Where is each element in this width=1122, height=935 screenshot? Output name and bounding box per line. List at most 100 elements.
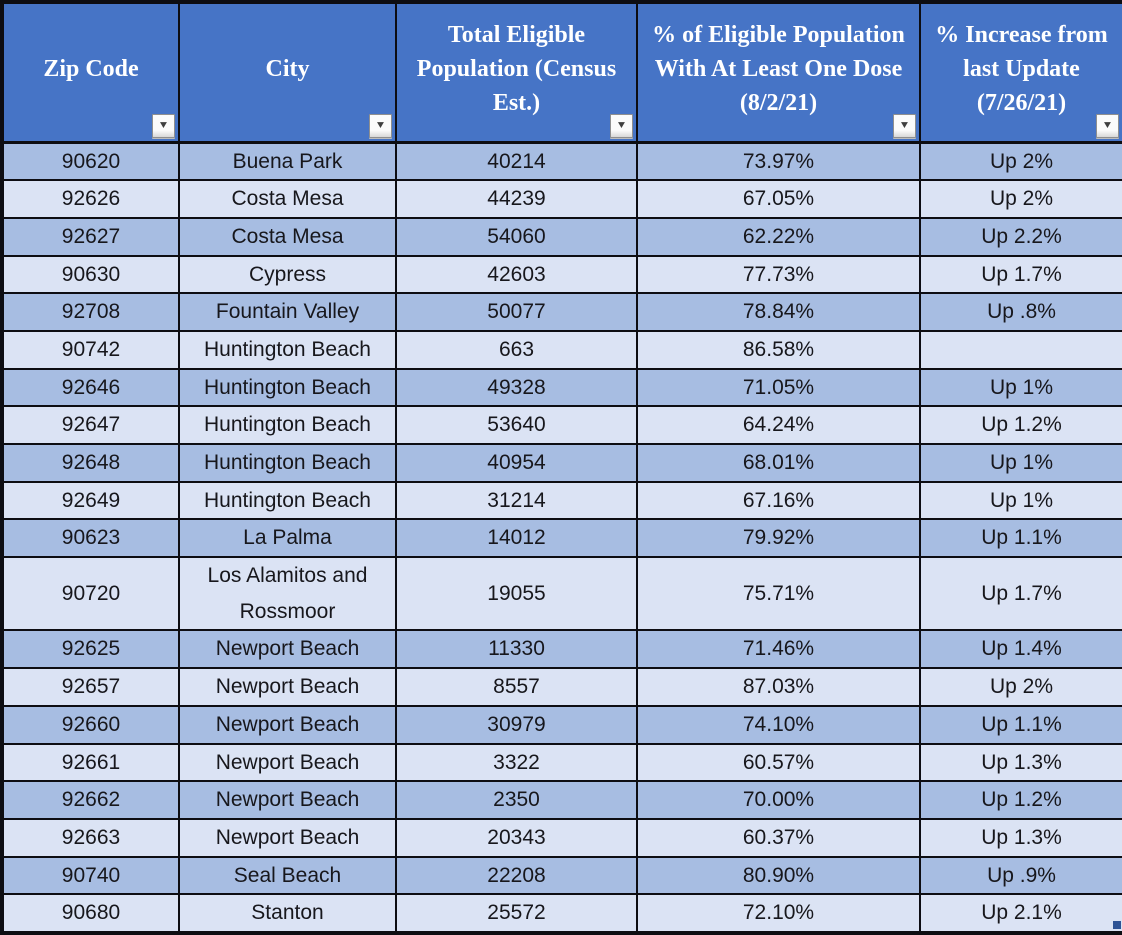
cell-pct_one_dose[interactable]: 71.46% bbox=[636, 629, 921, 670]
cell-city[interactable]: Newport Beach bbox=[178, 817, 397, 858]
cell-city[interactable]: La Palma bbox=[178, 518, 397, 559]
cell-city[interactable]: Costa Mesa bbox=[178, 216, 397, 257]
cell-pct_one_dose[interactable]: 67.16% bbox=[636, 480, 921, 521]
cell-city[interactable]: Huntington Beach bbox=[178, 329, 397, 370]
cell-city[interactable]: Newport Beach bbox=[178, 742, 397, 783]
cell-city[interactable]: Newport Beach bbox=[178, 629, 397, 670]
cell-pct_increase[interactable]: Up .9% bbox=[919, 855, 1122, 896]
cell-zip[interactable]: 92661 bbox=[1, 742, 180, 783]
filter-dropdown-button[interactable]: ▼ bbox=[610, 113, 633, 138]
cell-pct_increase[interactable]: Up 1% bbox=[919, 480, 1122, 521]
cell-population[interactable]: 19055 bbox=[395, 556, 638, 632]
cell-population[interactable]: 2350 bbox=[395, 780, 638, 820]
cell-city[interactable]: Huntington Beach bbox=[178, 405, 397, 445]
cell-city[interactable]: Stanton bbox=[178, 893, 397, 934]
cell-pct_one_dose[interactable]: 62.22% bbox=[636, 216, 921, 257]
cell-pct_one_dose[interactable]: 77.73% bbox=[636, 254, 921, 295]
cell-city[interactable]: Huntington Beach bbox=[178, 367, 397, 408]
cell-pct_increase[interactable] bbox=[919, 329, 1122, 370]
cell-zip[interactable]: 90630 bbox=[1, 254, 180, 295]
cell-city[interactable]: Newport Beach bbox=[178, 667, 397, 707]
cell-city[interactable]: Newport Beach bbox=[178, 704, 397, 745]
fill-handle[interactable] bbox=[1113, 920, 1121, 929]
cell-pct_one_dose[interactable]: 74.10% bbox=[636, 704, 921, 745]
cell-pct_increase[interactable]: Up 2.1% bbox=[919, 893, 1122, 934]
cell-city[interactable]: Huntington Beach bbox=[178, 480, 397, 521]
cell-population[interactable]: 20343 bbox=[395, 817, 638, 858]
cell-population[interactable]: 22208 bbox=[395, 855, 638, 896]
cell-zip[interactable]: 92657 bbox=[1, 667, 180, 707]
cell-pct_increase[interactable]: Up 1.7% bbox=[919, 254, 1122, 295]
cell-population[interactable]: 40954 bbox=[395, 443, 638, 483]
cell-population[interactable]: 25572 bbox=[395, 893, 638, 934]
cell-pct_increase[interactable]: Up 1% bbox=[919, 443, 1122, 483]
filter-dropdown-button[interactable]: ▼ bbox=[152, 113, 175, 138]
cell-city[interactable]: Seal Beach bbox=[178, 855, 397, 896]
cell-zip[interactable]: 90623 bbox=[1, 518, 180, 559]
cell-zip[interactable]: 92647 bbox=[1, 405, 180, 445]
cell-population[interactable]: 50077 bbox=[395, 292, 638, 332]
cell-population[interactable]: 40214 bbox=[395, 140, 638, 182]
cell-city[interactable]: Fountain Valley bbox=[178, 292, 397, 332]
cell-zip[interactable]: 90620 bbox=[1, 140, 180, 182]
cell-pct_one_dose[interactable]: 71.05% bbox=[636, 367, 921, 408]
cell-zip[interactable]: 92627 bbox=[1, 216, 180, 257]
cell-zip[interactable]: 92663 bbox=[1, 817, 180, 858]
cell-population[interactable]: 54060 bbox=[395, 216, 638, 257]
cell-pct_increase[interactable]: Up 2% bbox=[919, 140, 1122, 182]
cell-population[interactable]: 49328 bbox=[395, 367, 638, 408]
filter-dropdown-button[interactable]: ▼ bbox=[893, 113, 916, 138]
cell-zip[interactable]: 92646 bbox=[1, 367, 180, 408]
cell-zip[interactable]: 92660 bbox=[1, 704, 180, 745]
cell-pct_increase[interactable]: Up 1.2% bbox=[919, 405, 1122, 445]
cell-population[interactable]: 42603 bbox=[395, 254, 638, 295]
cell-pct_one_dose[interactable]: 60.57% bbox=[636, 742, 921, 783]
cell-population[interactable]: 31214 bbox=[395, 480, 638, 521]
cell-zip[interactable]: 92625 bbox=[1, 629, 180, 670]
cell-pct_increase[interactable]: Up 2% bbox=[919, 667, 1122, 707]
cell-pct_one_dose[interactable]: 75.71% bbox=[636, 556, 921, 632]
cell-city[interactable]: Newport Beach bbox=[178, 780, 397, 820]
cell-zip[interactable]: 90740 bbox=[1, 855, 180, 896]
cell-population[interactable]: 53640 bbox=[395, 405, 638, 445]
filter-dropdown-button[interactable]: ▼ bbox=[369, 113, 392, 138]
cell-city[interactable]: Buena Park bbox=[178, 140, 397, 182]
cell-pct_one_dose[interactable]: 72.10% bbox=[636, 893, 921, 934]
cell-population[interactable]: 11330 bbox=[395, 629, 638, 670]
cell-zip[interactable]: 90720 bbox=[1, 556, 180, 632]
filter-dropdown-button[interactable]: ▼ bbox=[1096, 113, 1119, 138]
cell-city[interactable]: Los Alamitos and Rossmoor bbox=[178, 556, 397, 632]
cell-city[interactable]: Huntington Beach bbox=[178, 443, 397, 483]
cell-population[interactable]: 14012 bbox=[395, 518, 638, 559]
cell-pct_one_dose[interactable]: 86.58% bbox=[636, 329, 921, 370]
cell-pct_one_dose[interactable]: 80.90% bbox=[636, 855, 921, 896]
cell-population[interactable]: 44239 bbox=[395, 179, 638, 219]
cell-pct_increase[interactable]: Up .8% bbox=[919, 292, 1122, 332]
cell-pct_one_dose[interactable]: 60.37% bbox=[636, 817, 921, 858]
cell-pct_one_dose[interactable]: 64.24% bbox=[636, 405, 921, 445]
cell-zip[interactable]: 92649 bbox=[1, 480, 180, 521]
cell-pct_increase[interactable]: Up 1.3% bbox=[919, 817, 1122, 858]
cell-population[interactable]: 663 bbox=[395, 329, 638, 370]
cell-pct_increase[interactable]: Up 1.1% bbox=[919, 518, 1122, 559]
cell-zip[interactable]: 92662 bbox=[1, 780, 180, 820]
cell-population[interactable]: 30979 bbox=[395, 704, 638, 745]
cell-pct_one_dose[interactable]: 70.00% bbox=[636, 780, 921, 820]
cell-pct_increase[interactable]: Up 1% bbox=[919, 367, 1122, 408]
cell-pct_increase[interactable]: Up 2.2% bbox=[919, 216, 1122, 257]
cell-pct_increase[interactable]: Up 1.4% bbox=[919, 629, 1122, 670]
cell-zip[interactable]: 92648 bbox=[1, 443, 180, 483]
cell-city[interactable]: Cypress bbox=[178, 254, 397, 295]
cell-pct_one_dose[interactable]: 73.97% bbox=[636, 140, 921, 182]
cell-zip[interactable]: 90680 bbox=[1, 893, 180, 934]
cell-population[interactable]: 3322 bbox=[395, 742, 638, 783]
cell-pct_increase[interactable]: Up 1.1% bbox=[919, 704, 1122, 745]
cell-zip[interactable]: 90742 bbox=[1, 329, 180, 370]
cell-pct_increase[interactable]: Up 1.2% bbox=[919, 780, 1122, 820]
cell-zip[interactable]: 92626 bbox=[1, 179, 180, 219]
cell-pct_one_dose[interactable]: 67.05% bbox=[636, 179, 921, 219]
cell-pct_increase[interactable]: Up 1.7% bbox=[919, 556, 1122, 632]
cell-zip[interactable]: 92708 bbox=[1, 292, 180, 332]
cell-city[interactable]: Costa Mesa bbox=[178, 179, 397, 219]
cell-pct_one_dose[interactable]: 68.01% bbox=[636, 443, 921, 483]
